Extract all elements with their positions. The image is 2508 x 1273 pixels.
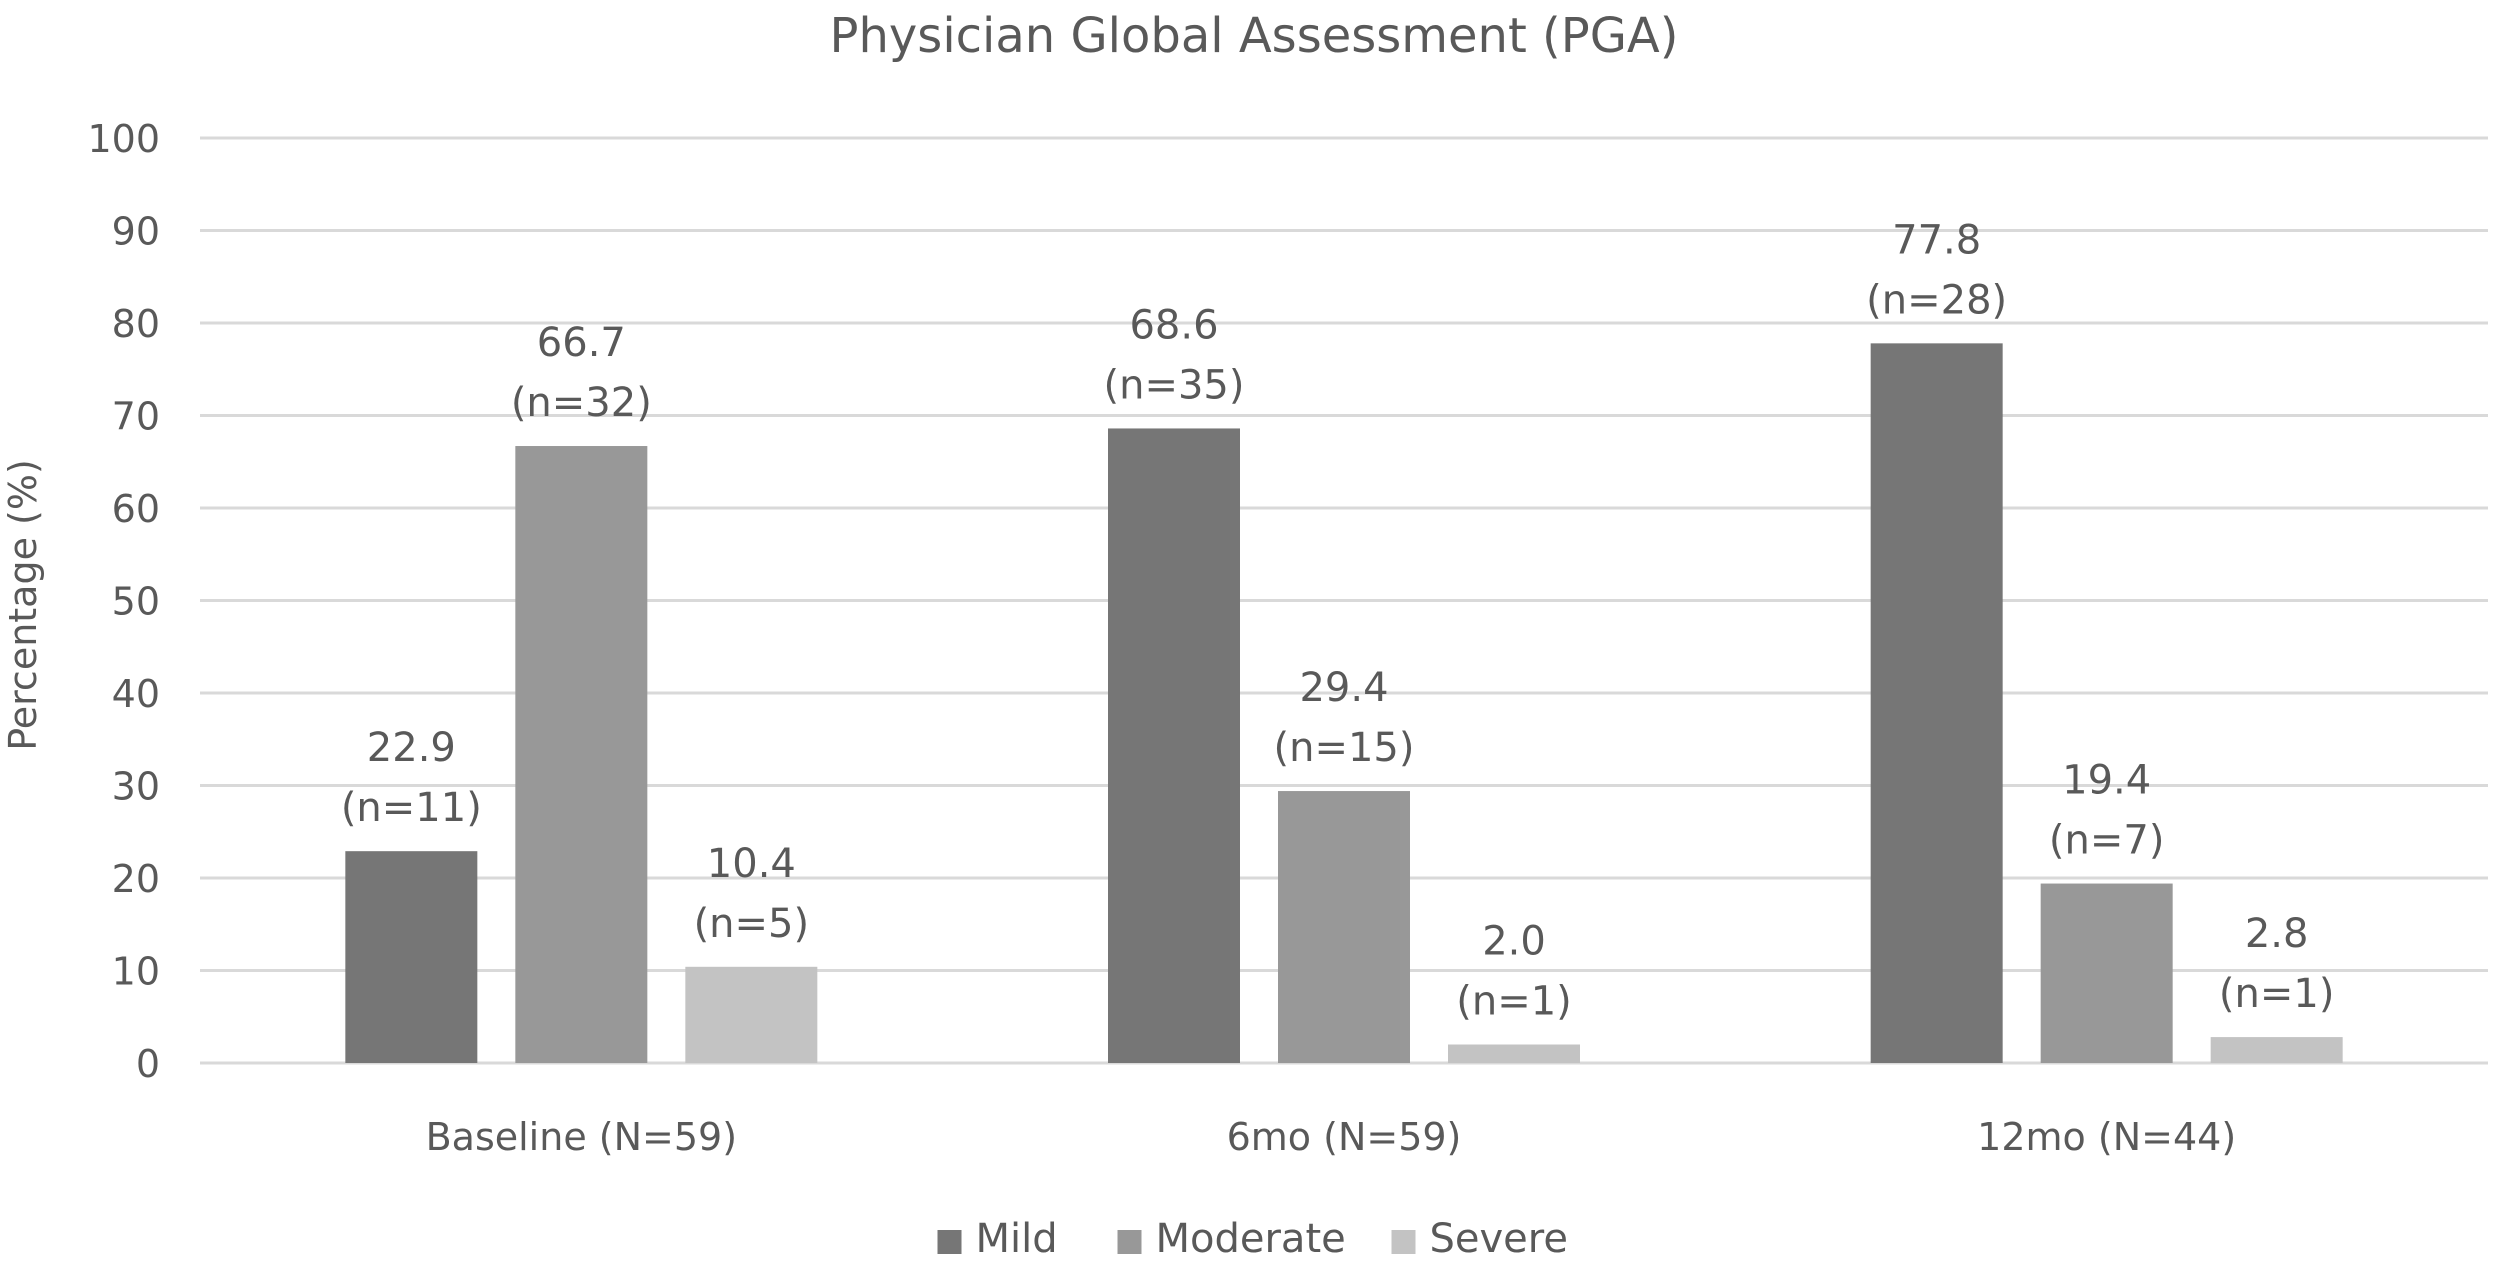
y-axis-title: Percentage (%) — [1, 459, 45, 751]
x-axis-categories: Baseline (N=59) 6mo (N=59) 12mo (N=44) — [426, 1115, 2237, 1159]
y-tick-label: 80 — [112, 302, 160, 346]
data-label-value: 2.8 — [2245, 911, 2309, 957]
data-labels: 22.9 (n=11) 66.7 (n=32) 10.4 (n=5) 68.6 (n=35) 2… — [341, 217, 2335, 1024]
chart-title: Physician Global Assessment (PGA) — [829, 8, 1679, 64]
x-category-label: 6mo (N=59) — [1227, 1115, 1462, 1159]
data-label-value: 2.0 — [1482, 919, 1546, 965]
data-label-count: (n=1) — [2219, 971, 2335, 1017]
y-axis-ticks: 0 10 20 30 40 50 60 70 80 90 100 — [87, 117, 160, 1086]
legend: Mild Moderate Severe — [937, 1216, 1568, 1262]
y-tick-label: 90 — [112, 210, 160, 254]
y-tick-label: 100 — [87, 117, 160, 161]
data-label-value: 10.4 — [707, 841, 796, 887]
bar-mild-3 — [1870, 343, 2003, 1064]
bar-mild-2 — [1108, 428, 1240, 1063]
y-tick-label: 60 — [112, 487, 160, 531]
data-label-count: (n=11) — [341, 785, 482, 831]
data-label-value: 77.8 — [1892, 217, 1981, 263]
data-label-count: (n=1) — [1456, 979, 1572, 1025]
legend-label: Moderate — [1156, 1216, 1346, 1262]
data-label-value: 66.7 — [537, 320, 626, 366]
x-category-label: 12mo (N=44) — [1977, 1115, 2236, 1159]
bar-severe-3 — [2210, 1037, 2343, 1063]
data-label-count: (n=35) — [1104, 362, 1245, 408]
bars — [345, 343, 2343, 1064]
data-label-count: (n=5) — [694, 901, 810, 947]
legend-item-mild: Mild — [937, 1216, 1058, 1262]
legend-item-severe: Severe — [1391, 1216, 1568, 1262]
data-label-count: (n=7) — [2049, 818, 2165, 864]
bar-severe-1 — [685, 966, 818, 1063]
data-label-value: 22.9 — [367, 725, 456, 771]
legend-swatch — [1391, 1230, 1416, 1254]
data-label-count: (n=32) — [511, 380, 652, 426]
bar-moderate-2 — [1278, 791, 1410, 1063]
legend-swatch — [937, 1230, 962, 1254]
data-label-count: (n=15) — [1274, 725, 1415, 771]
data-label-value: 68.6 — [1129, 302, 1218, 348]
bar-moderate-3 — [2040, 883, 2173, 1063]
y-tick-label: 30 — [112, 765, 160, 809]
y-tick-label: 70 — [112, 395, 160, 439]
legend-item-moderate: Moderate — [1117, 1216, 1346, 1262]
data-label-value: 19.4 — [2062, 758, 2151, 804]
bar-mild-1 — [345, 851, 478, 1063]
legend-label: Mild — [976, 1216, 1058, 1262]
y-tick-label: 20 — [112, 857, 160, 901]
data-label-count: (n=28) — [1866, 277, 2007, 323]
legend-label: Severe — [1430, 1216, 1568, 1262]
bar-moderate-1 — [515, 446, 648, 1063]
data-label-value: 29.4 — [1299, 665, 1388, 711]
legend-swatch — [1117, 1230, 1142, 1254]
x-category-label: Baseline (N=59) — [426, 1115, 737, 1159]
y-tick-label: 50 — [112, 580, 160, 624]
y-tick-label: 40 — [112, 672, 160, 716]
y-tick-label: 0 — [136, 1042, 160, 1086]
y-tick-label: 10 — [112, 950, 160, 994]
bar-severe-2 — [1448, 1044, 1580, 1063]
